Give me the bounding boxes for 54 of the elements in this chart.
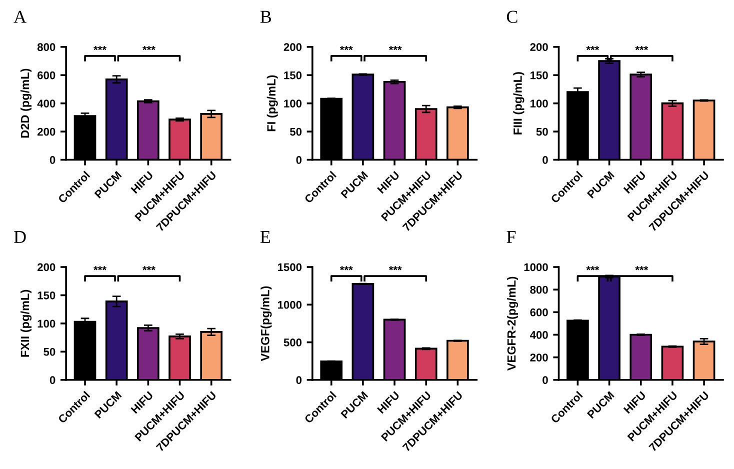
y-tick-label: 0 xyxy=(296,156,302,164)
chart-title: B xyxy=(260,10,272,23)
y-axis-title: D2D (pg/mL) xyxy=(20,68,32,138)
annotation: *** xyxy=(586,266,600,270)
annotation: *** xyxy=(340,266,353,270)
y-tick-label: 500 xyxy=(284,338,302,346)
y-tick-label: 0 xyxy=(50,156,56,164)
y-tick-label: 400 xyxy=(37,100,56,108)
y-axis-title: FIII (pg/mL) xyxy=(513,72,524,134)
y-tick-label: 0 xyxy=(296,376,302,384)
y-tick-label: 150 xyxy=(38,292,56,300)
y-tick-label: 100 xyxy=(38,320,56,328)
annotation: *** xyxy=(388,46,402,50)
y-tick-label: 0 xyxy=(542,156,548,164)
y-tick-label: 200 xyxy=(284,43,302,52)
y-tick-label: 200 xyxy=(37,263,56,272)
y-tick-label: 50 xyxy=(290,128,302,136)
chart-title: E xyxy=(260,231,270,243)
y-axis-title: FI (pg/mL) xyxy=(266,75,278,132)
y-tick-label: 50 xyxy=(536,128,548,136)
y-axis-title: VEGFR-2(pg/mL) xyxy=(507,276,518,371)
y-tick-label: 100 xyxy=(284,100,302,108)
annotation: *** xyxy=(388,266,402,270)
y-tick-label: 600 xyxy=(530,308,548,316)
y-tick-label: 200 xyxy=(37,128,56,136)
annotation: *** xyxy=(635,266,648,270)
chart-title: A xyxy=(14,10,26,23)
y-tick-label: 150 xyxy=(284,71,302,80)
y-tick-label: 0 xyxy=(50,376,56,384)
y-tick-label: 400 xyxy=(530,331,548,339)
y-tick-label: 200 xyxy=(530,354,548,362)
annotation: *** xyxy=(142,46,156,50)
annotation: *** xyxy=(94,266,106,270)
y-tick-label: 1000 xyxy=(524,263,548,272)
y-tick-label: 100 xyxy=(530,100,548,108)
annotation: *** xyxy=(586,46,600,50)
annotation: *** xyxy=(142,266,156,270)
chart-title: C xyxy=(506,10,518,23)
annotation: *** xyxy=(635,46,648,50)
y-tick-label: 200 xyxy=(530,43,548,52)
y-tick-label: 0 xyxy=(542,376,548,384)
y-tick-label: 800 xyxy=(530,286,548,294)
chart-title: D xyxy=(14,231,26,243)
y-axis-title: VEGF(pg/mL) xyxy=(260,286,272,362)
chart-title: F xyxy=(506,231,516,243)
y-tick-label: 150 xyxy=(530,71,548,80)
y-tick-label: 600 xyxy=(38,71,56,80)
y-axis-title: FXII (pg/mL) xyxy=(20,290,32,357)
y-tick-label: 800 xyxy=(37,43,56,52)
annotation: *** xyxy=(340,46,353,50)
y-tick-label: 1000 xyxy=(278,300,302,309)
y-tick-label: 1500 xyxy=(278,263,302,272)
y-tick-label: 50 xyxy=(44,348,56,356)
annotation: *** xyxy=(94,46,106,50)
